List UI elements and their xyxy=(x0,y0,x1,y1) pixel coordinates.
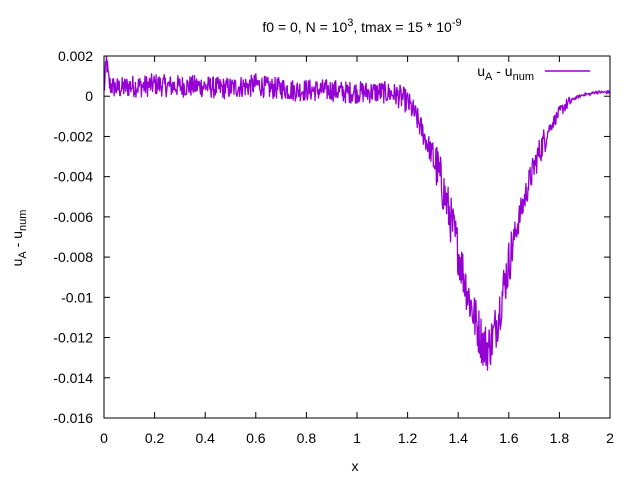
legend-label: uA - unum xyxy=(477,63,534,83)
y-tick-label: 0 xyxy=(85,88,93,104)
x-tick-label: 0.8 xyxy=(297,430,317,446)
y-tick-label: -0.008 xyxy=(53,249,93,265)
x-tick-label: 1.8 xyxy=(550,430,570,446)
data-series-line xyxy=(103,55,611,371)
x-tick-label: 1 xyxy=(353,430,361,446)
x-tick-label: 1.2 xyxy=(398,430,418,446)
y-axis: 0.002 0 -0.002 -0.004 -0.006 -0.008 -0.01 -0.01… xyxy=(53,48,610,426)
x-tick-label: 0.6 xyxy=(246,430,266,446)
y-tick-label: -0.006 xyxy=(53,209,93,225)
x-tick-label: 0 xyxy=(100,430,108,446)
y-tick-label: -0.012 xyxy=(53,330,93,346)
x-tick-label: 2 xyxy=(606,430,614,446)
y-tick-label: -0.014 xyxy=(53,370,93,386)
plot-frame xyxy=(103,55,611,419)
y-tick-label: -0.002 xyxy=(53,128,93,144)
x-tick-label: 0.4 xyxy=(195,430,215,446)
y-tick-label: 0.002 xyxy=(58,48,93,64)
chart-title: f0 = 0, N = 103, tmax = 15 * 10-9 xyxy=(262,17,461,35)
x-tick-label: 1.4 xyxy=(448,430,468,446)
legend: uA - unum xyxy=(477,63,590,83)
y-tick-label: -0.01 xyxy=(61,289,93,305)
x-tick-label: 0.2 xyxy=(145,430,165,446)
y-tick-label: -0.004 xyxy=(53,169,93,185)
y-tick-label: -0.016 xyxy=(53,410,93,426)
x-axis: 0 0.2 0.4 0.6 0.8 1 1.2 1.4 1.6 1.8 2 xyxy=(100,56,614,446)
x-tick-label: 1.6 xyxy=(499,430,519,446)
y-axis-label: uA - unum xyxy=(9,210,29,267)
x-axis-label: x xyxy=(352,458,359,474)
